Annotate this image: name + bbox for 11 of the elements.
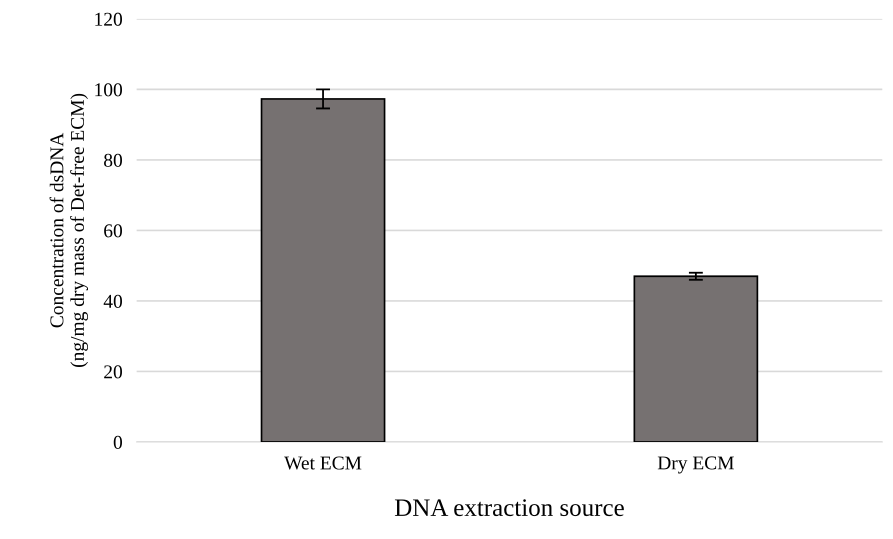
y-tick-label: 100 <box>95 83 122 96</box>
y-tick-label: 40 <box>104 294 122 308</box>
y-tick-label: 20 <box>104 365 122 378</box>
y-tick-label: 120 <box>95 12 122 26</box>
x-axis-title: DNA extraction source <box>394 499 624 516</box>
y-tick-label: 0 <box>114 436 122 449</box>
x-tick-label: Dry ECM <box>658 456 734 474</box>
y-axis-title: Concentration of dsDNA (ng/mg dry mass of Det-free ECM) <box>50 94 88 367</box>
x-tick-label: Wet ECM <box>284 456 362 470</box>
y-tick-label: 60 <box>104 224 122 238</box>
y-tick-label: 80 <box>104 154 122 167</box>
